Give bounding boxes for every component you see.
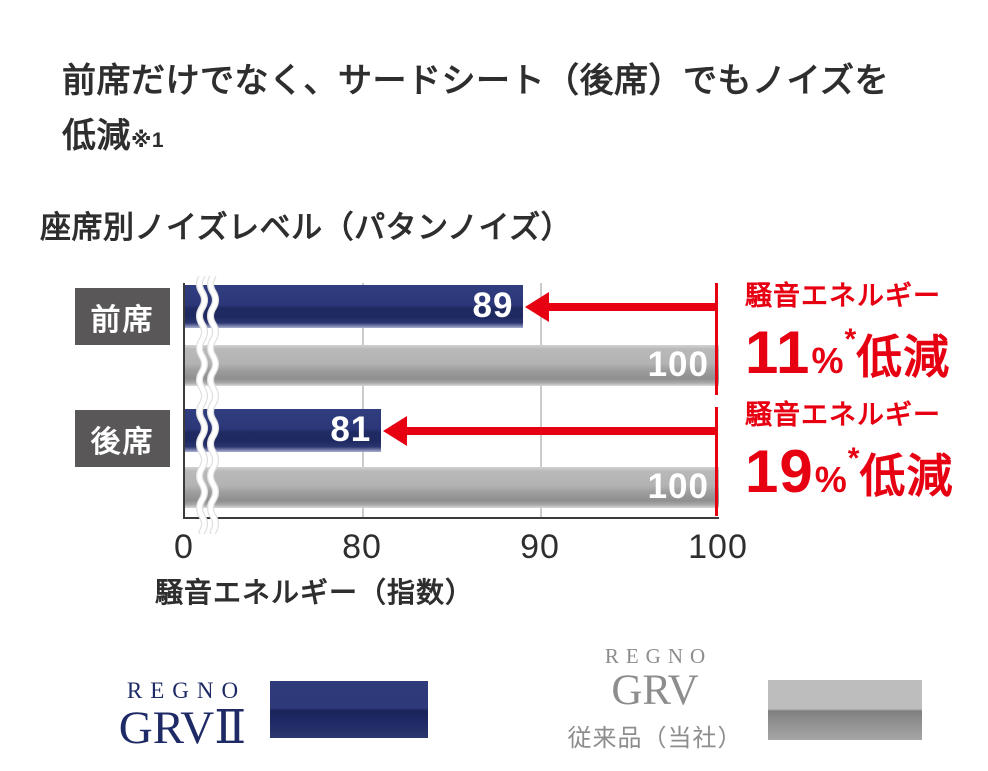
x-tick-100: 100 — [688, 528, 748, 566]
annotation-percent-value: 19 — [745, 438, 814, 505]
annotation-suffix: 低減 — [859, 450, 954, 502]
legend-previous-product: REGNO GRV 従来品（当社） — [555, 644, 755, 753]
bar-value-front-grv: 100 — [647, 344, 709, 384]
annotation-value-line: 19 % * 低減 — [745, 440, 953, 506]
x-tick-0: 0 — [174, 528, 194, 566]
bar-rear-grv: 100 — [184, 467, 719, 508]
legend-previous-swatch — [768, 680, 922, 740]
x-axis-label: 騒音エネルギー（指数） — [155, 577, 475, 608]
percent-sign: % — [814, 459, 847, 500]
arrow-shaft — [547, 303, 718, 311]
legend-current-model: GRVⅡ — [118, 702, 247, 754]
bar-rear-grv2: 81 — [184, 409, 382, 452]
page-title-line2: 低減※1 — [62, 109, 938, 164]
legend-current-swatch — [270, 681, 428, 738]
page-title-line1: 前席だけでなく、サードシート（後席）でもノイズを — [62, 62, 889, 100]
arrow-left-icon — [525, 292, 550, 322]
arrow-shaft — [405, 427, 718, 435]
arrow-left-icon — [383, 416, 408, 446]
annotation-front-reduction: 騒音エネルギー 11 % * 低減 — [745, 274, 950, 387]
annotation-rear-reduction: 騒音エネルギー 19 % * 低減 — [745, 393, 953, 506]
annotation-suffix: 低減 — [856, 331, 951, 383]
gridline-90 — [540, 283, 542, 517]
bar-value-front-grv2: 89 — [472, 285, 514, 325]
annotation-label: 騒音エネルギー — [745, 400, 941, 430]
legend-previous-note: 従来品（当社） — [567, 725, 743, 752]
bar-value-rear-grv2: 81 — [330, 409, 372, 449]
gridline-80 — [362, 283, 364, 517]
bar-front-grv: 100 — [184, 345, 719, 386]
annotation-value-line: 11 % * 低減 — [745, 321, 950, 387]
reference-line-rear — [715, 407, 718, 516]
chart-title: 座席別ノイズレベル（パタンノイズ） — [40, 210, 573, 245]
x-tick-90: 90 — [520, 528, 560, 566]
x-axis-line — [183, 517, 719, 519]
legend-previous-model: GRV — [611, 667, 699, 714]
legend-current-brand: REGNO — [126, 678, 247, 703]
x-tick-80: 80 — [342, 528, 382, 566]
page-title-line2-text: 低減 — [62, 117, 131, 156]
asterisk-mark: * — [844, 323, 857, 356]
annotation-label: 騒音エネルギー — [745, 281, 941, 311]
category-label-front-seat: 前席 — [75, 288, 170, 345]
axis-break-squiggle-icon — [196, 276, 219, 534]
reference-line-front — [715, 283, 718, 395]
percent-sign: % — [811, 340, 844, 381]
page-title: 前席だけでなく、サードシート（後席）でもノイズを 低減※1 — [62, 54, 938, 164]
bar-front-grv2: 89 — [184, 285, 524, 328]
annotation-percent-value: 11 — [745, 319, 811, 386]
legend-previous-brand: REGNO — [604, 644, 713, 668]
y-axis-line — [183, 283, 185, 519]
legend-current-product: REGNO GRVⅡ — [105, 678, 260, 752]
footnote-mark: ※1 — [131, 129, 165, 153]
asterisk-mark: * — [847, 442, 860, 475]
bar-value-rear-grv: 100 — [647, 466, 709, 506]
category-label-rear-seat: 後席 — [75, 410, 170, 467]
